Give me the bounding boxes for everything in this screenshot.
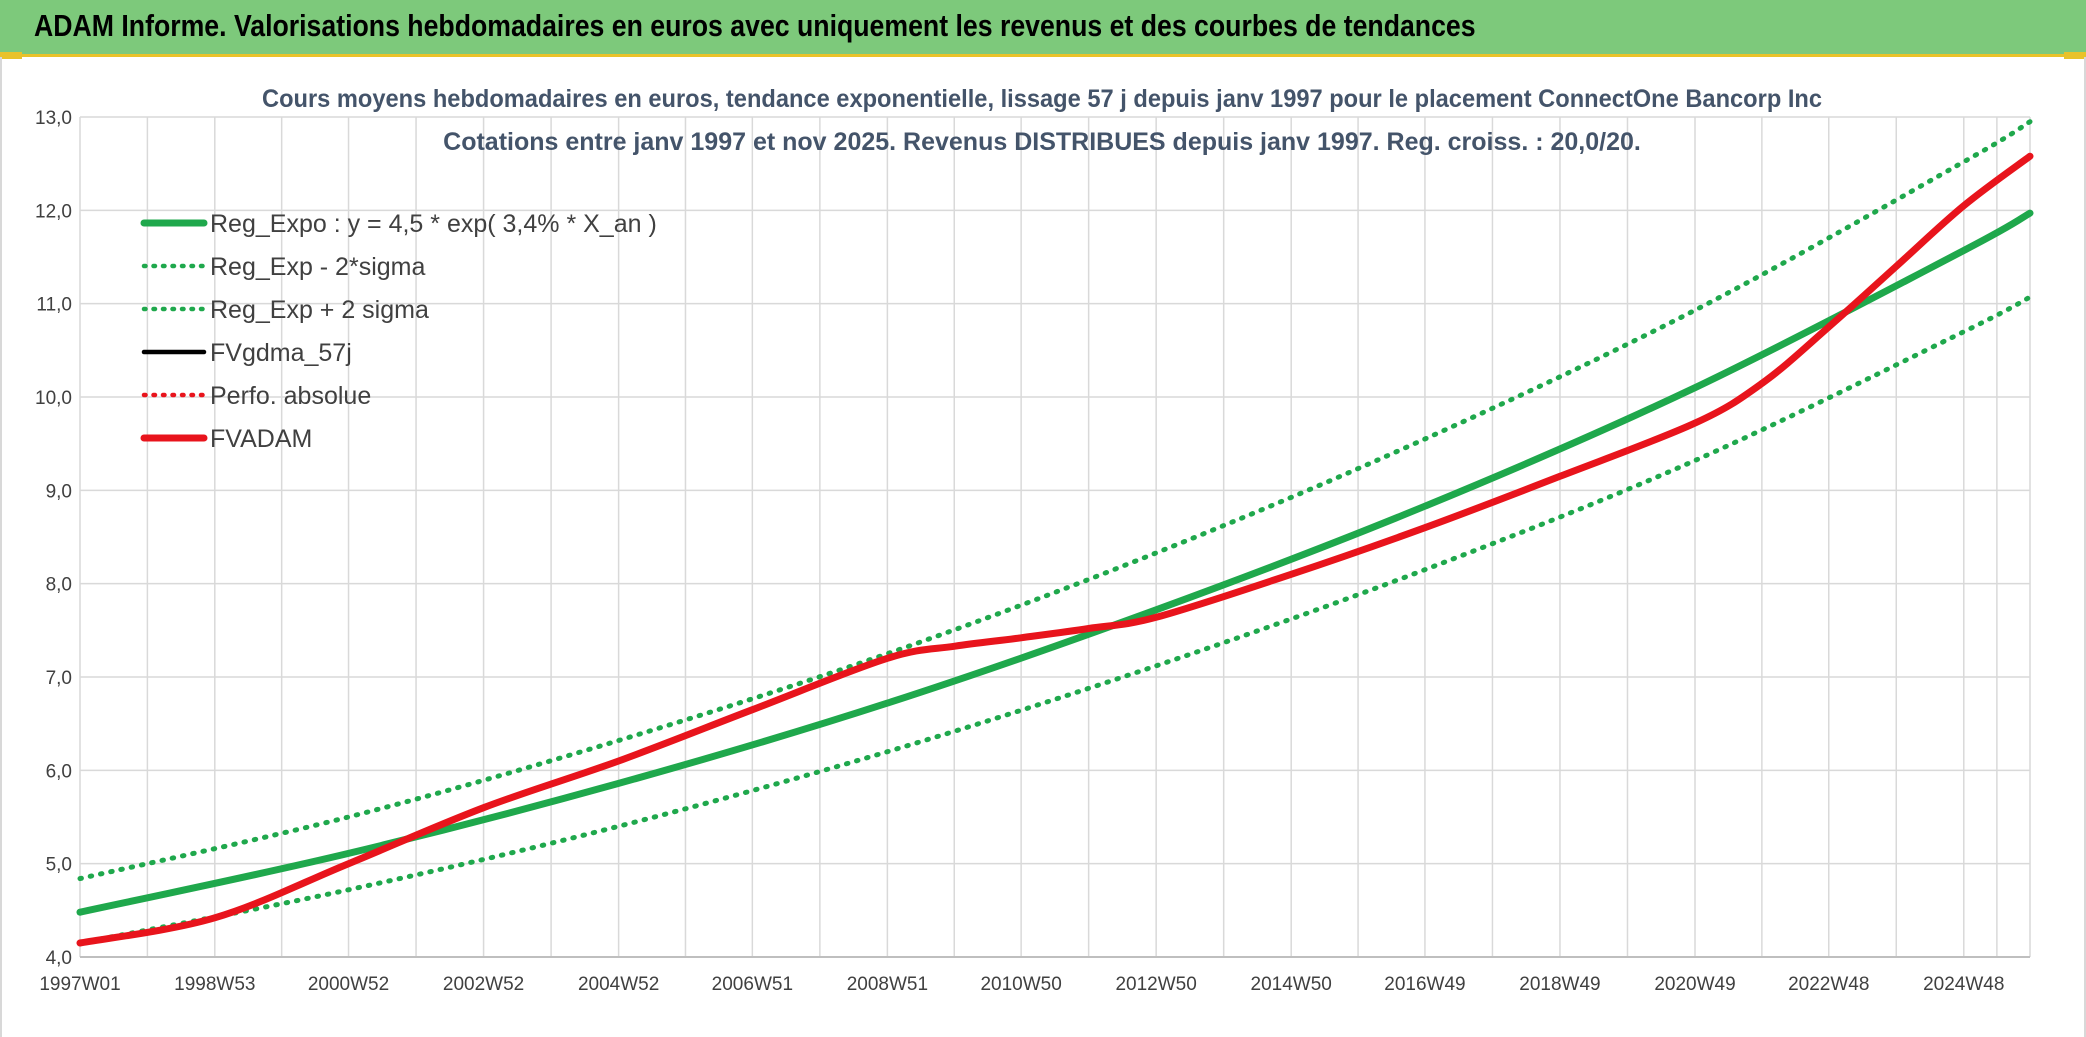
gridlines [79,116,2031,958]
report-banner: ADAM Informe. Valorisations hebdomadaire… [0,0,2086,57]
series-line-fvadam [76,152,2034,947]
x-tick-label: 2000W52 [308,974,389,995]
legend-label: FVADAM [210,425,312,453]
legend-item: Perfo. absolue [141,382,371,410]
x-tick-label: 2004W52 [578,974,659,995]
legend-label: Reg_Exp - 2*sigma [210,253,425,281]
x-tick-label: 2014W50 [1251,974,1332,995]
series-line-reg-exp-2-sigma [77,119,2033,882]
y-tick-label: 13,0 [35,108,72,129]
series-lines [76,119,2034,947]
x-tick-label: 2018W49 [1519,974,1600,995]
x-tick-label: 2024W48 [1923,974,2004,995]
axes: 4,0 5,0 6,0 7,0 8,0 9,0 10,0 11,0 12,0 13,0 1997W0… [35,108,2030,995]
y-tick-label: 10,0 [35,388,72,409]
y-tick-label: 7,0 [46,668,72,689]
x-tick-label: 2010W50 [980,974,1061,995]
legend-label: FVgdma_57j [210,339,352,367]
x-tick-label: 2012W50 [1115,974,1196,995]
chart-subtitle: Cotations entre janv 1997 et nov 2025. R… [443,128,1641,156]
legend-label: Reg_Expo : y = 4,5 * exp( 3,4% * X_an ) [210,210,657,238]
corner-accent-left [0,52,22,59]
legend-item: Reg_Exp - 2*sigma [141,253,425,281]
x-tick-label: 1998W53 [174,974,255,995]
y-tick-label: 5,0 [46,855,72,876]
legend-label: Perfo. absolue [210,382,371,410]
x-tick-label: 1997W01 [39,974,120,995]
x-tick-label: 2022W48 [1788,974,1869,995]
series-line-reg-exp-2-sigma [77,294,2033,946]
y-tick-label: 8,0 [46,575,72,596]
y-tick-label: 11,0 [36,295,72,316]
chart-frame: 4,0 5,0 6,0 7,0 8,0 9,0 10,0 11,0 12,0 13,0 1997W0… [0,57,2086,1037]
y-tick-label: 6,0 [46,761,72,782]
x-tick-label: 2006W51 [712,974,793,995]
y-tick-label: 9,0 [46,481,72,502]
chart-title: Cours moyens hebdomadaires en euros, ten… [262,85,1822,113]
legend: Reg_Expo : y = 4,5 * exp( 3,4% * X_an ) R… [140,210,657,453]
legend-item: Reg_Expo : y = 4,5 * exp( 3,4% * X_an ) [140,210,657,238]
x-tick-label: 2020W49 [1654,974,1735,995]
report-title: ADAM Informe. Valorisations hebdomadaire… [34,8,1476,43]
x-tick-label: 2008W51 [847,974,928,995]
line-chart: 4,0 5,0 6,0 7,0 8,0 9,0 10,0 11,0 12,0 13,0 1997W0… [35,85,2034,995]
y-tick-label: 4,0 [46,948,72,969]
x-tick-label: 2016W49 [1384,974,1465,995]
legend-item: Reg_Exp + 2 sigma [141,296,429,324]
y-tick-label: 12,0 [35,201,72,222]
x-tick-label: 2002W52 [443,974,524,995]
corner-accent-right [2064,52,2086,59]
legend-item: FVgdma_57j [141,339,352,367]
legend-label: Reg_Exp + 2 sigma [210,296,429,324]
legend-item: FVADAM [140,425,312,453]
